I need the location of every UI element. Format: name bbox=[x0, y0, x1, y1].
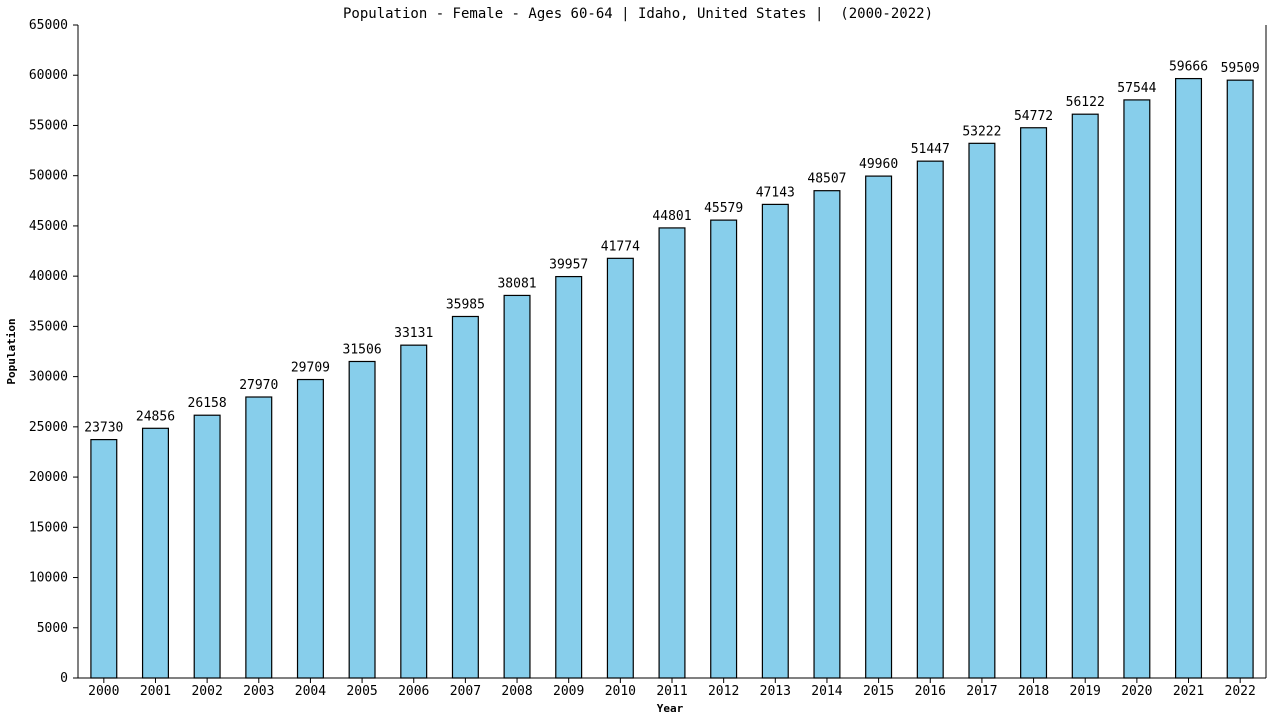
x-tick-label: 2006 bbox=[398, 684, 429, 699]
bar bbox=[658, 227, 686, 679]
data-label: 31506 bbox=[343, 342, 382, 357]
x-tick-label: 2016 bbox=[915, 684, 946, 699]
y-tick-label: 40000 bbox=[29, 269, 68, 284]
y-tick-label: 55000 bbox=[29, 118, 68, 133]
bar bbox=[865, 175, 893, 679]
bar bbox=[348, 360, 376, 679]
data-label: 48507 bbox=[807, 172, 846, 187]
data-label: 26158 bbox=[188, 396, 227, 411]
data-label: 39957 bbox=[549, 258, 588, 273]
y-tick-label: 50000 bbox=[29, 169, 68, 184]
x-tick-label: 2001 bbox=[140, 684, 171, 699]
bar bbox=[451, 315, 479, 679]
bar bbox=[1226, 79, 1254, 679]
bar bbox=[193, 414, 221, 679]
x-tick-label: 2009 bbox=[553, 684, 584, 699]
y-tick-label: 30000 bbox=[29, 370, 68, 385]
bar bbox=[761, 203, 789, 679]
data-label: 44801 bbox=[652, 209, 691, 224]
bar bbox=[555, 275, 583, 679]
bar bbox=[606, 257, 634, 679]
bar bbox=[503, 294, 531, 679]
x-tick-label: 2008 bbox=[501, 684, 532, 699]
x-tick-label: 2018 bbox=[1018, 684, 1049, 699]
bar bbox=[916, 160, 944, 679]
data-label: 54772 bbox=[1014, 109, 1053, 124]
y-tick-label: 15000 bbox=[29, 520, 68, 535]
data-label: 57544 bbox=[1117, 81, 1156, 96]
x-tick-label: 2015 bbox=[863, 684, 894, 699]
x-tick-label: 2000 bbox=[88, 684, 119, 699]
x-tick-label: 2013 bbox=[760, 684, 791, 699]
bar bbox=[968, 142, 996, 679]
bar bbox=[141, 427, 169, 679]
y-tick-label: 65000 bbox=[29, 18, 68, 33]
x-tick-label: 2011 bbox=[656, 684, 687, 699]
y-tick-label: 35000 bbox=[29, 319, 68, 334]
bar bbox=[90, 439, 118, 679]
x-tick-label: 2010 bbox=[605, 684, 636, 699]
bars bbox=[90, 77, 1254, 679]
y-tick-label: 60000 bbox=[29, 68, 68, 83]
y-tick-label: 20000 bbox=[29, 470, 68, 485]
data-labels: 23730 24856 26158 27970 29709 31506 33131 35985… bbox=[84, 60, 1259, 436]
x-tick-label: 2022 bbox=[1225, 684, 1256, 699]
x-tick-label: 2005 bbox=[346, 684, 377, 699]
bar bbox=[296, 378, 324, 679]
y-tick-label: 10000 bbox=[29, 571, 68, 586]
bar bbox=[710, 219, 738, 679]
y-tick-label: 0 bbox=[60, 671, 68, 686]
data-label: 59509 bbox=[1221, 61, 1260, 76]
x-tick-label: 2012 bbox=[708, 684, 739, 699]
chart-title: Population - Female - Ages 60-64 | Idaho… bbox=[343, 6, 933, 22]
x-tick-label: 2002 bbox=[191, 684, 222, 699]
data-label: 38081 bbox=[497, 276, 536, 291]
data-label: 47143 bbox=[756, 185, 795, 200]
x-tick-label: 2007 bbox=[450, 684, 481, 699]
bar bbox=[1123, 99, 1151, 679]
data-label: 49960 bbox=[859, 157, 898, 172]
y-axis-label: Population bbox=[5, 318, 18, 384]
data-label: 35985 bbox=[446, 297, 485, 312]
bar bbox=[813, 190, 841, 679]
data-label: 45579 bbox=[704, 201, 743, 216]
data-label: 33131 bbox=[394, 326, 433, 341]
bar bbox=[245, 396, 273, 679]
bar bbox=[1175, 77, 1203, 679]
x-tick-label: 2019 bbox=[1070, 684, 1101, 699]
x-tick-label: 2017 bbox=[966, 684, 997, 699]
bar bbox=[1020, 127, 1048, 679]
data-label: 53222 bbox=[962, 124, 1001, 139]
data-label: 56122 bbox=[1066, 95, 1105, 110]
x-tick-label: 2021 bbox=[1173, 684, 1204, 699]
x-tick-label: 2003 bbox=[243, 684, 274, 699]
data-label: 24856 bbox=[136, 409, 175, 424]
y-axis-ticks: 0 5000 10000 15000 20000 25000 30000 35000 40000… bbox=[29, 18, 78, 686]
y-tick-label: 25000 bbox=[29, 420, 68, 435]
x-tick-label: 2020 bbox=[1121, 684, 1152, 699]
x-axis-ticks: 2000 2001 2002 2003 2004 2005 2006 2007 2008 2009… bbox=[88, 678, 1256, 699]
bar bbox=[400, 344, 428, 679]
data-label: 59666 bbox=[1169, 60, 1208, 75]
x-tick-label: 2004 bbox=[295, 684, 326, 699]
data-label: 27970 bbox=[239, 378, 278, 393]
x-tick-label: 2014 bbox=[811, 684, 842, 699]
data-label: 41774 bbox=[601, 239, 640, 254]
data-label: 51447 bbox=[911, 142, 950, 157]
y-tick-label: 5000 bbox=[37, 621, 68, 636]
bar bbox=[1071, 113, 1099, 679]
data-label: 29709 bbox=[291, 361, 330, 376]
x-axis-label: Year bbox=[657, 702, 684, 715]
y-tick-label: 45000 bbox=[29, 219, 68, 234]
data-label: 23730 bbox=[84, 421, 123, 436]
